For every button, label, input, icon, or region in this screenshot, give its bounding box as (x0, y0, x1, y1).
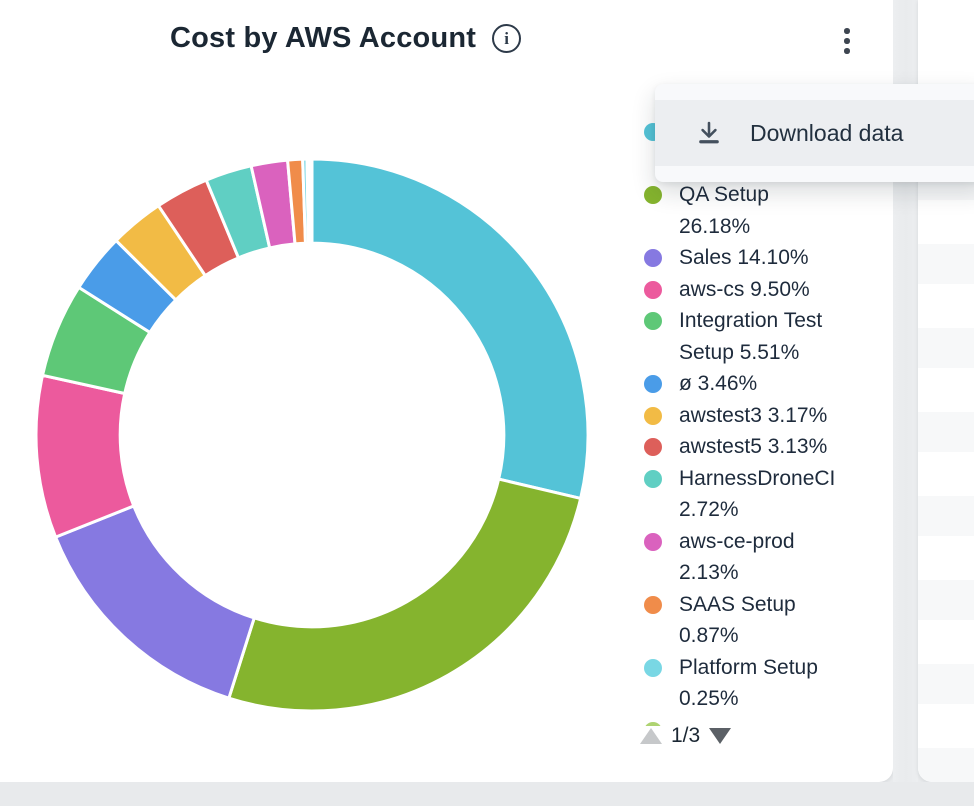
legend-item[interactable]: Sales 14.10% (644, 242, 880, 274)
legend-item[interactable]: Integration Test Setup 5.51% (644, 305, 880, 368)
chart-legend: QA Setup 26.18% Sales 14.10% aws-cs 9.50% I… (644, 116, 880, 726)
donut-segment[interactable] (227, 477, 583, 713)
download-icon (699, 121, 719, 144)
legend-item-label: aws-cs 9.50% (679, 277, 810, 301)
table-row-stripes (918, 160, 974, 782)
legend-item[interactable]: ø 3.46% (644, 368, 880, 400)
download-data-label: Download data (750, 119, 904, 146)
legend-item-label: awstest3 3.17% (679, 403, 828, 427)
kebab-dot (844, 48, 850, 54)
legend-item[interactable]: awstest3 3.17% (644, 400, 880, 432)
legend-item-label: Sales 14.10% (679, 246, 809, 269)
legend-color-dot (644, 280, 662, 299)
legend-color-dot (644, 595, 662, 614)
legend-color-dot (644, 312, 662, 330)
donut-segment[interactable] (54, 504, 256, 700)
legend-item-label: ø 3.46% (679, 372, 758, 395)
page-title: Cost by AWS Account (170, 22, 477, 54)
legend-item[interactable]: QA Setup 26.18% (644, 179, 880, 242)
donut-segment[interactable] (310, 157, 590, 500)
legend-color-dot (644, 469, 662, 488)
donut-chart (22, 145, 602, 725)
legend-pagination: 1/3 (640, 724, 732, 748)
kebab-menu-button[interactable] (836, 22, 858, 60)
legend-item[interactable]: aws-ce-prod 2.13% (644, 526, 880, 589)
legend-item-label: HarnessDroneCI 2.72% (679, 466, 836, 522)
legend-page-up-icon[interactable] (640, 728, 662, 744)
donut-segment[interactable] (34, 373, 136, 539)
page-background-strip (0, 782, 974, 806)
legend-item-label: Integration Test Setup 5.51% (679, 309, 823, 364)
kebab-dot (844, 28, 850, 34)
donut-svg (34, 157, 590, 713)
legend-item[interactable]: SAAS Setup 0.87% (644, 589, 880, 652)
legend-item-label: SAAS Setup 0.87% (679, 592, 796, 648)
download-data-menu-item[interactable]: Download data (655, 100, 974, 166)
card-header: Cost by AWS Account i (0, 0, 893, 80)
legend-page-down-icon[interactable] (709, 728, 732, 744)
legend-item[interactable]: HarnessDroneCI 2.72% (644, 463, 880, 526)
legend-color-dot (644, 721, 662, 726)
legend-item[interactable]: Platform Setup 0.25% (644, 652, 880, 715)
legend-color-dot (644, 658, 662, 677)
legend-color-dot (644, 532, 662, 551)
legend-item-label: aws-ce-prod 2.13% (679, 529, 795, 585)
legend-color-dot (644, 406, 662, 425)
info-icon[interactable]: i (492, 24, 522, 53)
legend-item-label: Platform Setup 0.25% (679, 655, 818, 711)
legend-page-indicator: 1/3 (671, 724, 701, 747)
legend-item[interactable] (644, 715, 880, 726)
card-options-dropdown: Download data (655, 84, 974, 182)
donut-segment[interactable] (308, 157, 314, 245)
legend-item[interactable]: aws-cs 9.50% (644, 274, 880, 306)
legend-color-dot (644, 438, 662, 456)
legend-color-dot (644, 186, 662, 204)
legend-item-label: QA Setup 26.18% (679, 183, 769, 238)
legend-item-label: awstest5 3.13% (679, 435, 828, 458)
legend-color-dot (644, 249, 662, 267)
legend-item[interactable]: awstest5 3.13% (644, 431, 880, 463)
legend-color-dot (644, 375, 662, 393)
kebab-dot (844, 38, 850, 44)
